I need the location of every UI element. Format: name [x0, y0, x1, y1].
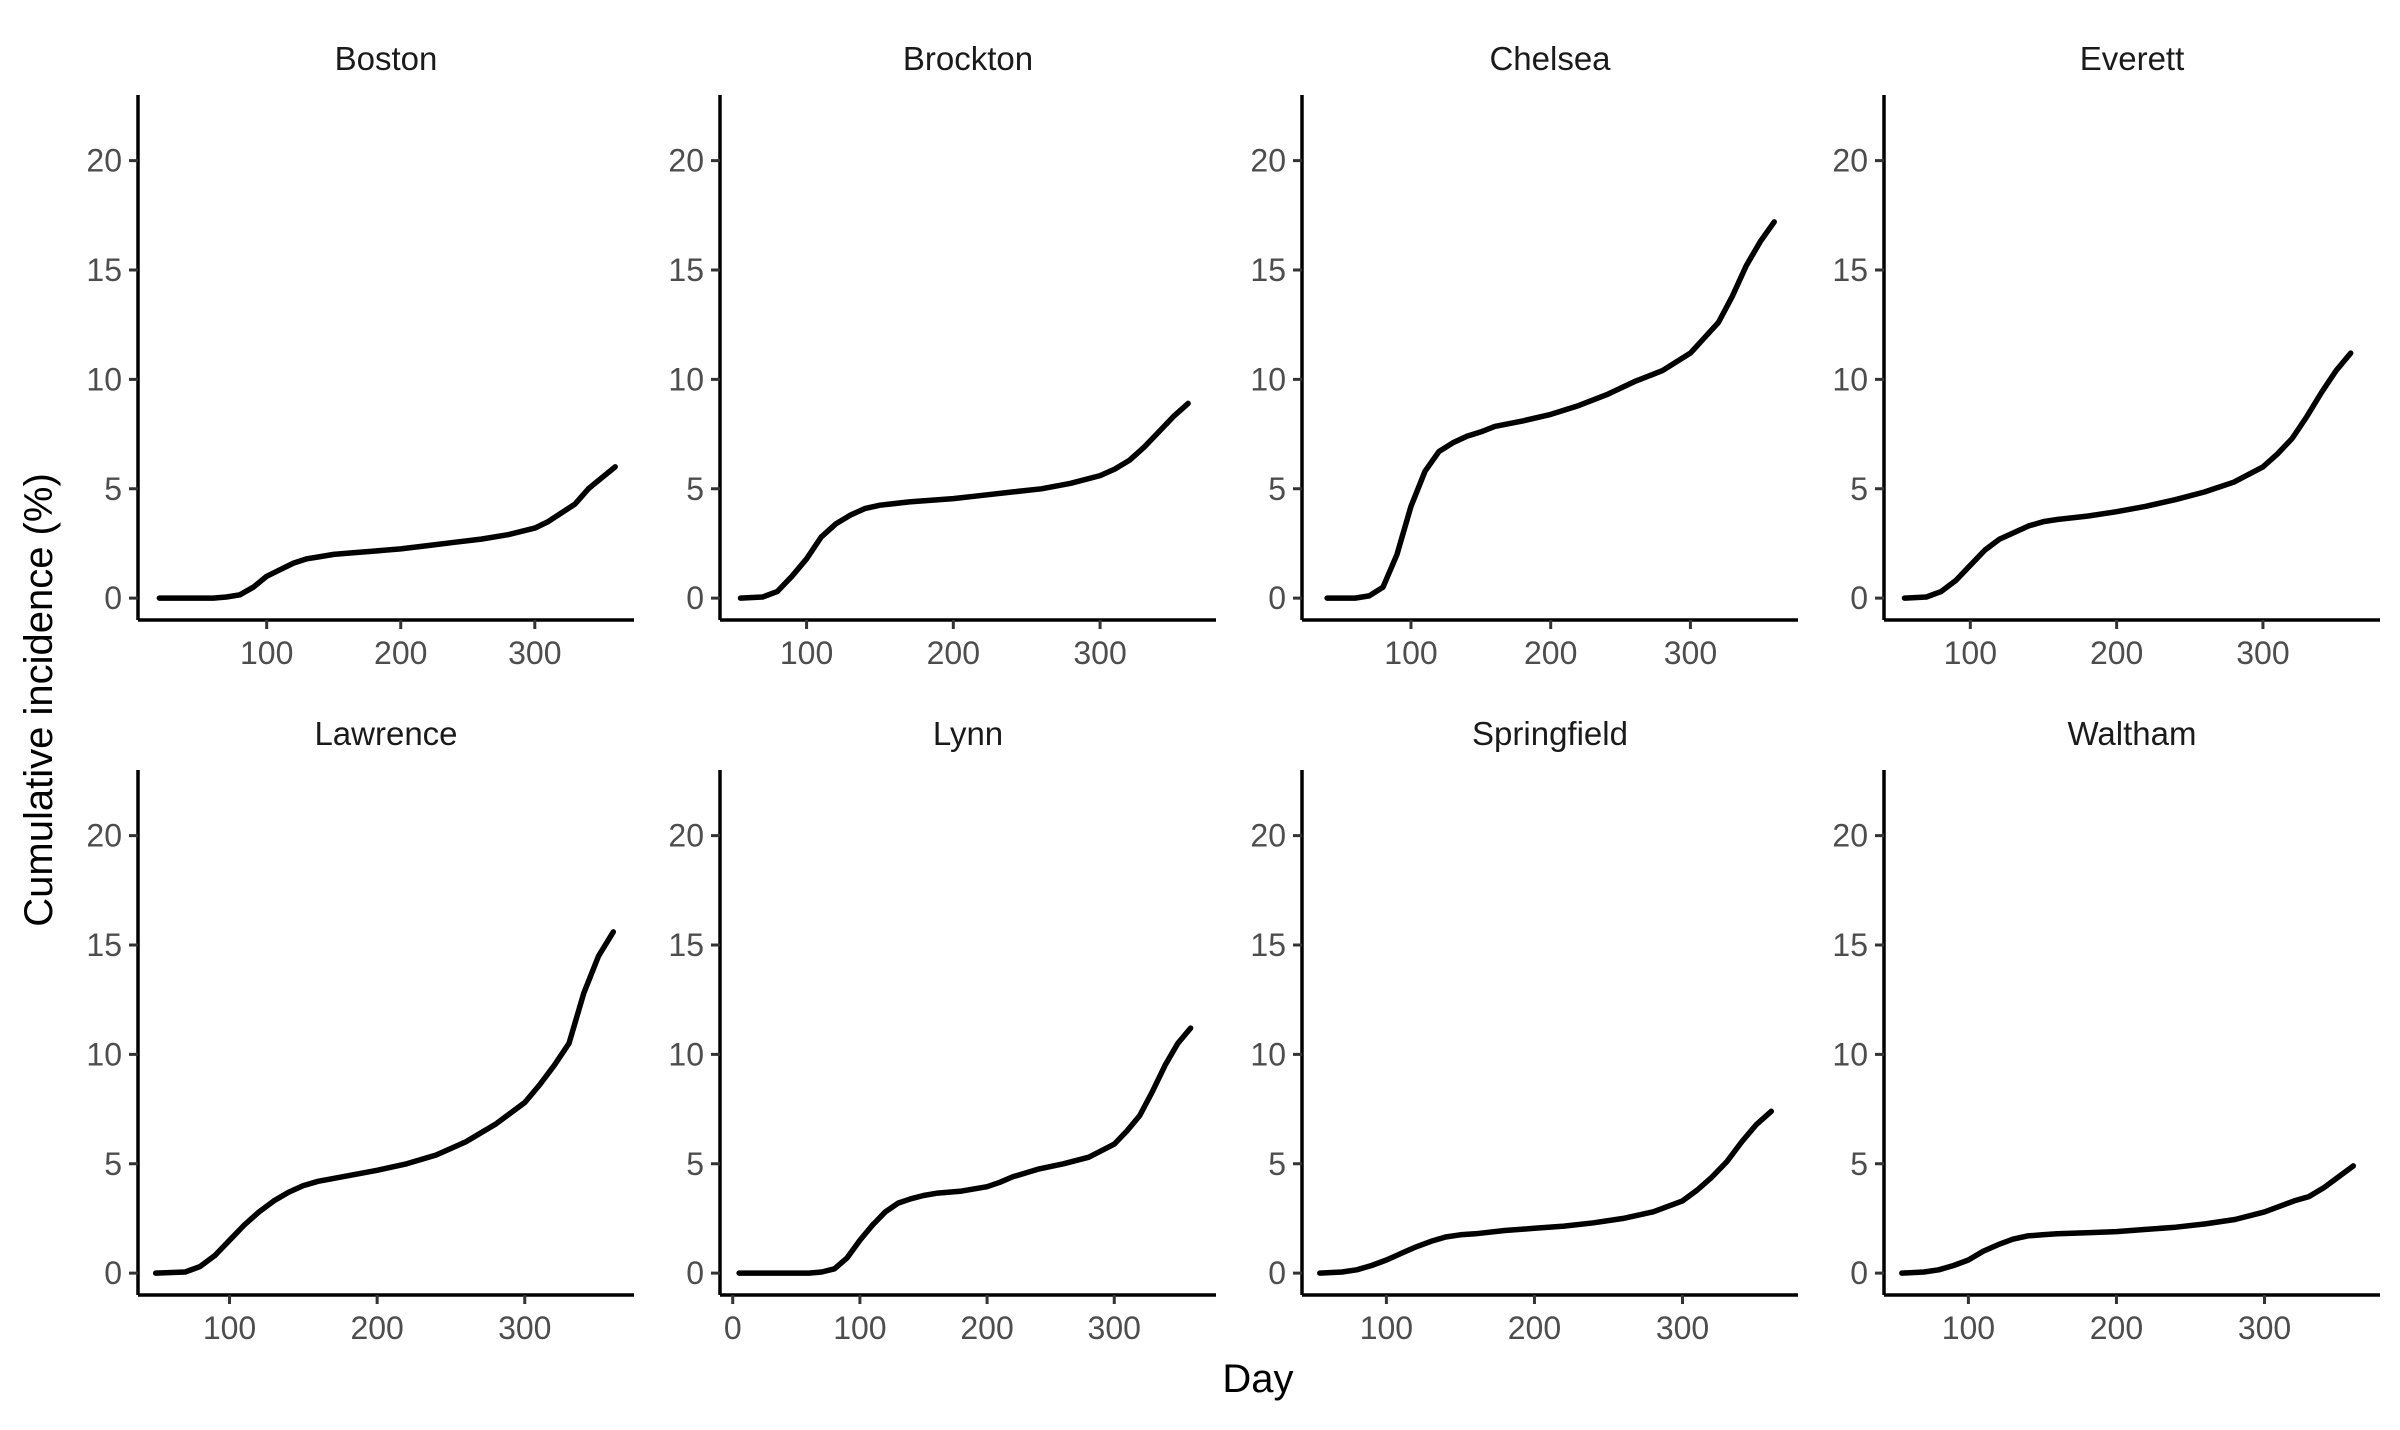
series-line-brockton: [737, 400, 1191, 601]
y-tick-label: 20: [86, 143, 122, 179]
series-line-lynn: [736, 1025, 1194, 1276]
series-line-springfield: [1317, 1108, 1775, 1276]
facet-panel-everett: Everett 0 5 10 15 20 100 200 300: [1832, 40, 2380, 671]
x-tick-label: 0: [724, 1310, 742, 1346]
x-tick-label: 300: [1073, 635, 1126, 671]
facet-title-springfield: Springfield: [1472, 715, 1628, 752]
y-tick-label: 20: [1250, 818, 1286, 854]
facet-title-waltham: Waltham: [2068, 715, 2197, 752]
series-line-everett: [1901, 350, 2354, 601]
y-tick-label: 10: [668, 1036, 704, 1072]
y-tick-label: 5: [104, 1146, 122, 1182]
x-tick-label: 100: [203, 1310, 256, 1346]
y-tick-label: 15: [86, 252, 122, 288]
series-line-waltham: [1899, 1163, 2357, 1276]
y-tick-label: 5: [686, 471, 704, 507]
x-tick-label: 100: [1942, 1310, 1995, 1346]
facet-panel-waltham: Waltham 0 5 10 15 20 100 200 300: [1832, 715, 2380, 1346]
x-tick-label: 100: [1944, 635, 1997, 671]
x-tick-label: 300: [1088, 1310, 1141, 1346]
facet-panel-springfield: Springfield 0 5 10 15 20 100 200 300: [1250, 715, 1798, 1346]
x-tick-label: 300: [508, 635, 561, 671]
y-tick-label: 0: [104, 580, 122, 616]
y-tick-label: 20: [668, 143, 704, 179]
y-tick-label: 10: [1250, 361, 1286, 397]
y-tick-label: 20: [668, 818, 704, 854]
y-tick-label: 0: [1850, 580, 1868, 616]
x-tick-label: 300: [1656, 1310, 1709, 1346]
series-line-chelsea: [1324, 219, 1777, 601]
x-tick-label: 200: [1524, 635, 1577, 671]
facet-title-lawrence: Lawrence: [314, 715, 457, 752]
facet-title-boston: Boston: [335, 40, 438, 77]
y-tick-label: 0: [1850, 1255, 1868, 1291]
y-tick-label: 10: [86, 361, 122, 397]
y-tick-label: 5: [1850, 471, 1868, 507]
y-tick-label: 15: [1250, 927, 1286, 963]
x-tick-label: 100: [833, 1310, 886, 1346]
y-tick-label: 5: [104, 471, 122, 507]
x-tick-label: 200: [1508, 1310, 1561, 1346]
facet-title-everett: Everett: [2080, 40, 2185, 77]
y-tick-label: 0: [1268, 1255, 1286, 1291]
x-tick-label: 200: [374, 635, 427, 671]
x-axis-title: Day: [1222, 1357, 1293, 1401]
facet-title-lynn: Lynn: [933, 715, 1003, 752]
x-tick-label: 100: [240, 635, 293, 671]
y-tick-label: 15: [668, 252, 704, 288]
x-tick-label: 100: [1384, 635, 1437, 671]
y-tick-label: 20: [1250, 143, 1286, 179]
y-tick-label: 0: [104, 1255, 122, 1291]
y-tick-label: 20: [1832, 818, 1868, 854]
y-tick-label: 5: [1268, 1146, 1286, 1182]
y-tick-label: 5: [1268, 471, 1286, 507]
y-tick-label: 10: [1832, 1036, 1868, 1072]
facet-title-chelsea: Chelsea: [1489, 40, 1611, 77]
facet-panel-lawrence: Lawrence 0 5 10 15 20 100 200 300: [86, 715, 634, 1346]
x-tick-label: 200: [2090, 635, 2143, 671]
x-tick-label: 200: [2090, 1310, 2143, 1346]
y-tick-label: 10: [1250, 1036, 1286, 1072]
series-line-boston: [156, 464, 618, 601]
facet-panel-chelsea: Chelsea 0 5 10 15 20 100 200 300: [1250, 40, 1798, 671]
y-tick-label: 0: [1268, 580, 1286, 616]
x-tick-label: 200: [960, 1310, 1013, 1346]
y-tick-label: 5: [686, 1146, 704, 1182]
y-tick-label: 15: [1250, 252, 1286, 288]
x-tick-label: 300: [498, 1310, 551, 1346]
y-tick-label: 10: [86, 1036, 122, 1072]
facet-title-brockton: Brockton: [903, 40, 1033, 77]
x-tick-label: 200: [927, 635, 980, 671]
x-tick-label: 300: [2236, 635, 2289, 671]
x-tick-label: 100: [780, 635, 833, 671]
x-tick-label: 300: [1664, 635, 1717, 671]
y-tick-label: 0: [686, 1255, 704, 1291]
y-tick-label: 15: [86, 927, 122, 963]
y-tick-label: 20: [1832, 143, 1868, 179]
facet-panel-brockton: Brockton 0 5 10 15 20 100 200 300: [668, 40, 1216, 671]
facet-panel-boston: Boston 0 5 10 15 20 100 200 300: [86, 40, 634, 671]
series-line-lawrence: [152, 929, 617, 1276]
x-tick-label: 300: [2238, 1310, 2291, 1346]
y-tick-label: 0: [686, 580, 704, 616]
y-tick-label: 15: [668, 927, 704, 963]
y-tick-label: 10: [1832, 361, 1868, 397]
y-axis-title: Cumulative incidence (%): [17, 473, 61, 927]
y-tick-label: 15: [1832, 927, 1868, 963]
x-tick-label: 100: [1360, 1310, 1413, 1346]
x-tick-label: 200: [350, 1310, 403, 1346]
y-tick-label: 15: [1832, 252, 1868, 288]
y-tick-label: 5: [1850, 1146, 1868, 1182]
y-tick-label: 10: [668, 361, 704, 397]
y-tick-label: 20: [86, 818, 122, 854]
